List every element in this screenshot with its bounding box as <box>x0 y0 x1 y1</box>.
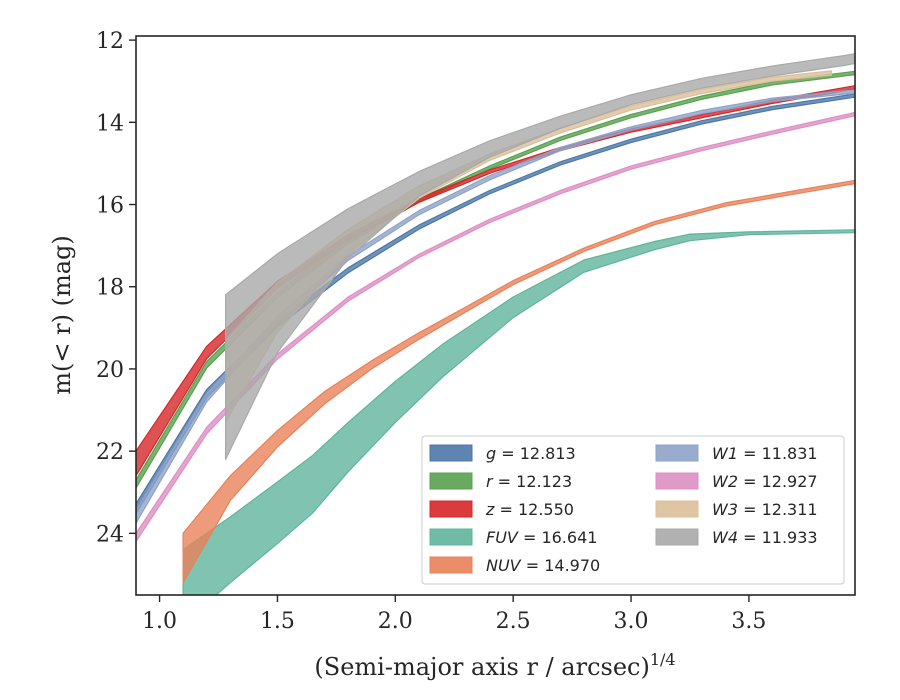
y-tick-label: 20 <box>96 358 124 383</box>
y-tick-label: 22 <box>96 440 124 465</box>
legend-series-name: r <box>486 472 494 491</box>
legend-label-w2: W2 = 12.927 <box>712 472 818 491</box>
x-tick-label: 2.5 <box>496 609 531 634</box>
x-tick-label: 1.5 <box>260 609 295 634</box>
series-nuv-band <box>182 179 855 584</box>
y-tick-label: 16 <box>96 194 124 219</box>
legend-swatch-fuv <box>429 528 473 546</box>
legend-swatch-r <box>429 472 473 490</box>
y-tick-label: 12 <box>96 29 124 54</box>
legend-label-w4: W4 = 11.933 <box>712 528 818 547</box>
x-tick-label: 1.0 <box>142 609 177 634</box>
x-tick-label: 3.0 <box>614 609 649 634</box>
legend-series-name: NUV <box>486 556 522 575</box>
plot-frame <box>135 35 856 596</box>
legend-series-name: W1 <box>712 444 738 463</box>
legend-label-w3: W3 = 12.311 <box>712 500 818 519</box>
legend-series-name: z <box>485 500 495 519</box>
legend-swatch-w3 <box>655 500 699 518</box>
series-w2-band <box>136 111 855 543</box>
legend-series-name: W4 <box>712 528 738 547</box>
y-axis-label: m(< r) (mag) <box>48 235 76 394</box>
legend-swatch-w4 <box>655 528 699 546</box>
y-tick-label: 14 <box>96 111 124 136</box>
legend-series-total: = 12.813 <box>496 444 576 463</box>
legend-series-total: = 16.641 <box>518 528 598 547</box>
legend-series-name: FUV <box>486 528 519 547</box>
legend-series-total: = 12.123 <box>493 472 573 491</box>
legend-label-nuv: NUV = 14.970 <box>486 556 600 575</box>
legend-series-name: W2 <box>712 472 738 491</box>
legend-series-name: W3 <box>712 500 738 519</box>
legend-label-r: r = 12.123 <box>486 472 572 491</box>
legend-series-total: = 11.933 <box>738 528 818 547</box>
y-axis: 12 14 16 18 20 22 24 <box>96 29 136 547</box>
legend-swatch-w1 <box>655 444 699 462</box>
x-axis: 1.0 1.5 2.0 2.5 3.0 3.5 <box>142 595 766 634</box>
legend-series-total: = 12.550 <box>494 500 574 519</box>
legend-series-total: = 11.831 <box>738 444 818 463</box>
series-layer <box>136 53 855 595</box>
legend-series-total: = 12.311 <box>738 500 818 519</box>
x-axis-label: (Semi-major axis r / arcsec)1/4 <box>314 650 675 681</box>
x-tick-label: 2.0 <box>378 609 413 634</box>
legend-swatch-z <box>429 500 473 518</box>
legend-label-fuv: FUV = 16.641 <box>486 528 597 547</box>
y-tick-label: 24 <box>96 522 124 547</box>
series-w4-band <box>225 53 855 460</box>
legend-swatch-w2 <box>655 472 699 490</box>
y-tick-label: 18 <box>96 276 124 301</box>
legend-series-total: = 14.970 <box>521 556 601 575</box>
series-fuv-band <box>182 229 855 595</box>
legend-label-z: z = 12.550 <box>485 500 574 519</box>
legend-series-name: g <box>486 444 496 463</box>
series-g-band <box>136 93 855 515</box>
legend-box <box>421 435 845 585</box>
x-tick-label: 3.5 <box>731 609 766 634</box>
x-axis-label-superscript: 1/4 <box>650 650 676 669</box>
legend-swatch-nuv <box>429 556 473 574</box>
legend-swatch-g <box>429 444 473 462</box>
legend-label-w1: W1 = 11.831 <box>712 444 818 463</box>
legend-series-total: = 12.927 <box>738 472 818 491</box>
legend-label-g: g = 12.813 <box>486 444 576 463</box>
